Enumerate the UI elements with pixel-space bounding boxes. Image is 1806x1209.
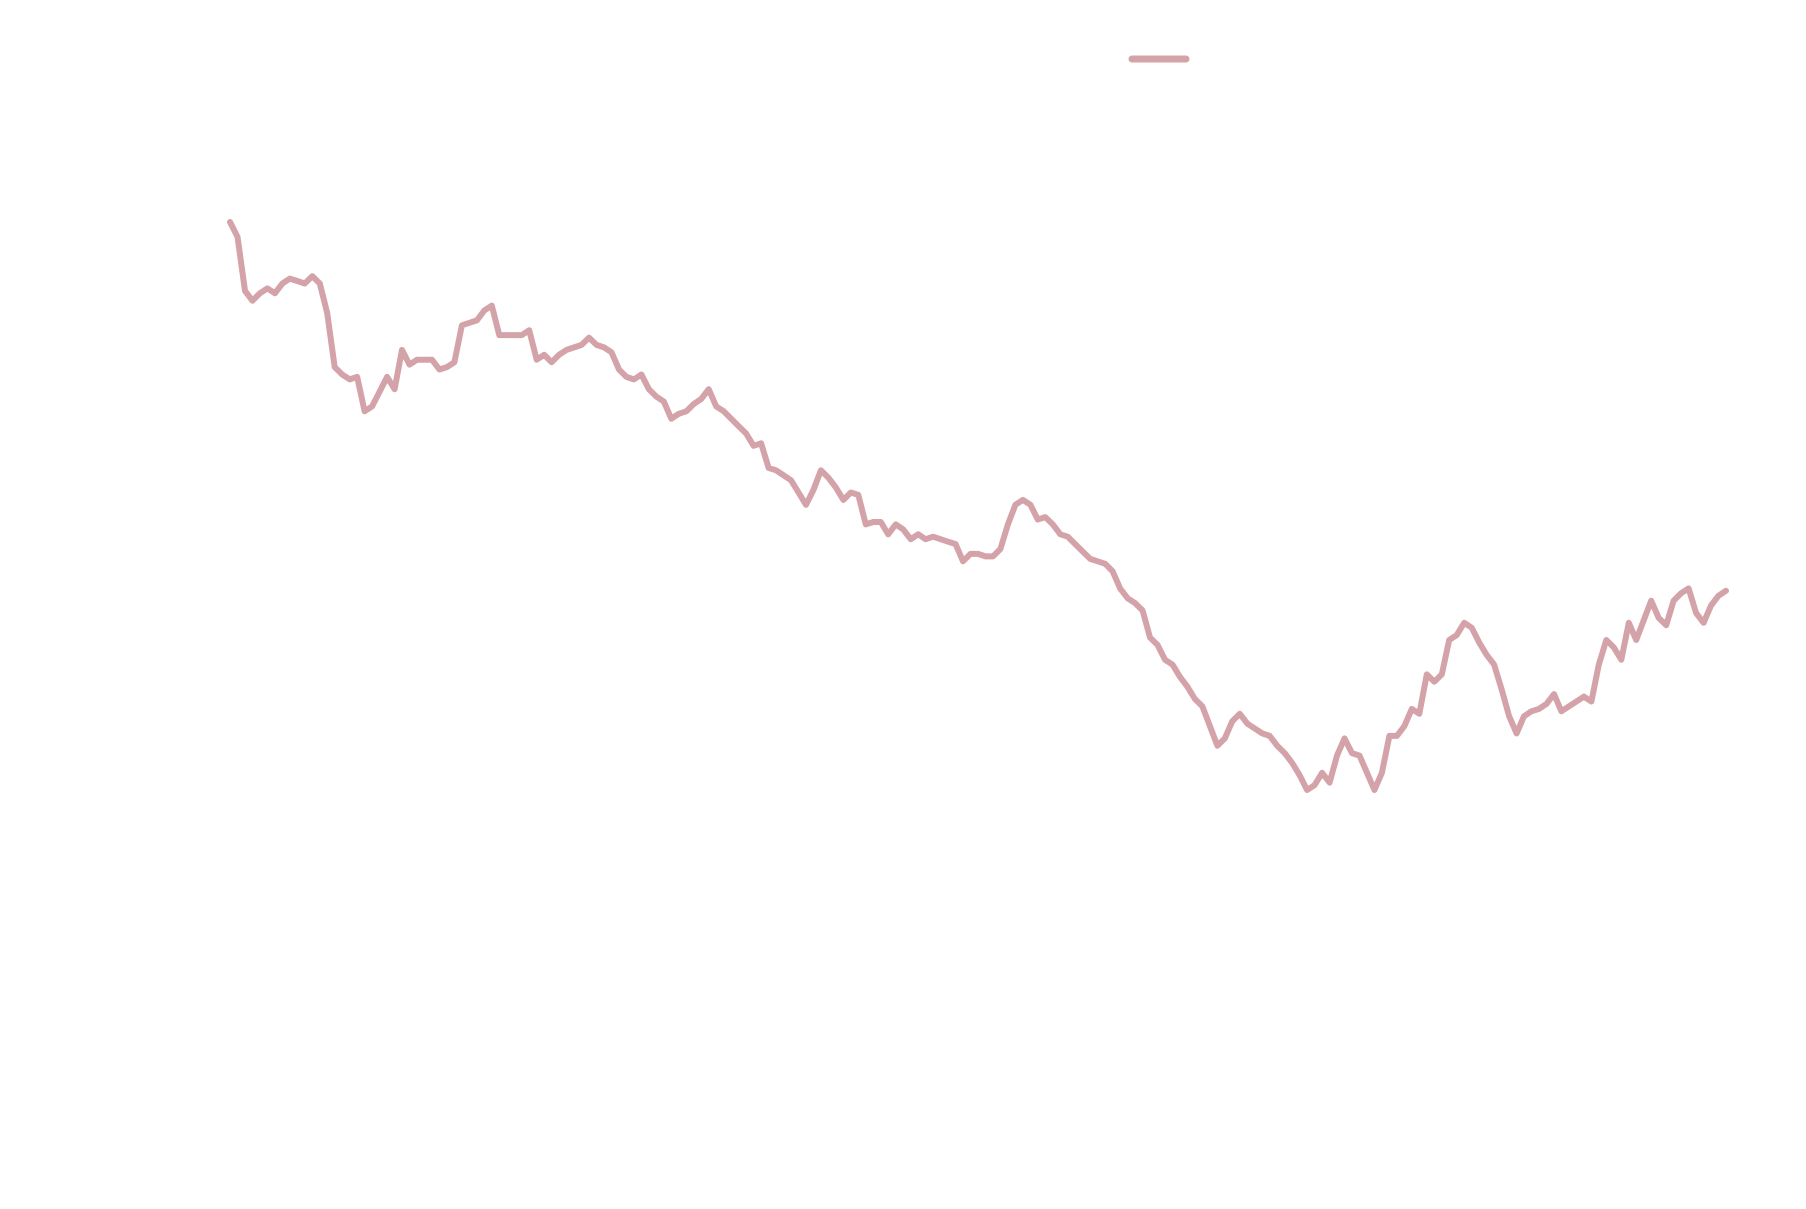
series-group: [227, 219, 1729, 793]
series-line-1: [227, 219, 1729, 793]
